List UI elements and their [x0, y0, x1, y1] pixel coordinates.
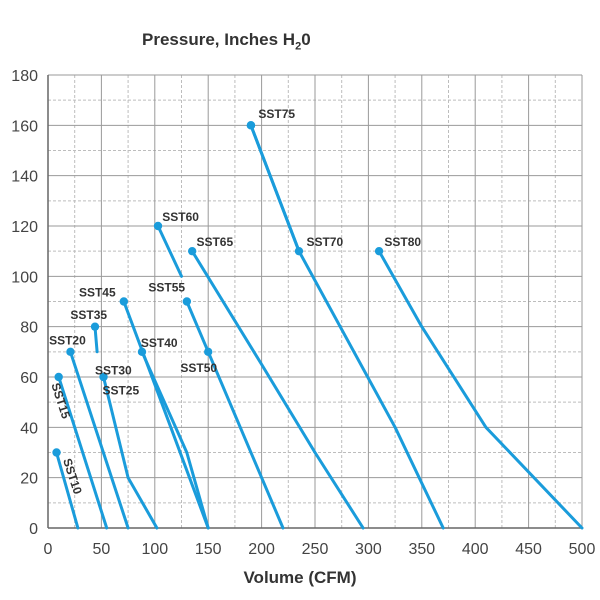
series-marker-sst25 — [99, 372, 108, 382]
x-tick-label: 400 — [462, 541, 489, 558]
y-tick-label: 100 — [11, 269, 38, 286]
series-label-sst65: SST65 — [196, 235, 233, 249]
series-line-sst45 — [156, 224, 183, 278]
series-lines — [52, 121, 584, 530]
series-marker-sst20 — [66, 347, 75, 357]
grid — [47, 74, 583, 529]
x-tick-label: 0 — [44, 541, 53, 558]
x-tick-label: 100 — [141, 541, 168, 558]
series-line-sst75 — [249, 123, 301, 253]
series-marker-sst40 — [119, 297, 129, 306]
series-label-sst55: SST55 — [148, 280, 185, 294]
series-label-sst30: SST30 — [95, 363, 132, 377]
series-line-sst65 — [297, 249, 445, 530]
axis-ticks: 0 50 100 150 200 250 300 350 400 450 500 0 20 40 60 80 1… — [11, 68, 595, 558]
series-label-sst75: SST75 — [258, 107, 295, 121]
x-tick-label: 450 — [515, 541, 542, 558]
series-line-sst55 — [185, 300, 210, 354]
series-label-sst15: SST15 — [48, 381, 73, 421]
series-marker-sst80 — [374, 246, 384, 256]
x-tick-label: 300 — [355, 541, 382, 558]
series-label-sst25: SST25 — [102, 384, 139, 398]
series-line-sst10 — [55, 451, 80, 530]
y-tick-label: 40 — [20, 420, 38, 437]
chart-title: Pressure, Inches H20 — [142, 30, 311, 53]
y-tick-label: 80 — [20, 320, 38, 337]
y-tick-label: 160 — [11, 118, 38, 135]
series-label-sst45: SST45 — [79, 285, 116, 299]
y-tick-label: 140 — [11, 169, 38, 186]
x-tick-label: 250 — [302, 541, 329, 558]
series-line-sst15 — [57, 375, 109, 530]
series-label-sst50: SST50 — [180, 361, 217, 375]
series-line-sst50 — [206, 350, 285, 530]
y-tick-label: 0 — [29, 521, 38, 538]
y-tick-label: 120 — [11, 219, 38, 236]
series-line-sst25 — [102, 375, 159, 530]
x-tick-label: 50 — [93, 541, 111, 558]
series-label-sst20: SST20 — [49, 333, 86, 347]
x-tick-label: 500 — [569, 541, 596, 558]
series-line-sst40 — [122, 300, 210, 530]
series-marker-sst10 — [52, 448, 61, 457]
series-label-sst60: SST60 — [162, 210, 199, 224]
series-marker-sst60 — [187, 246, 197, 256]
series-marker-sst30 — [90, 322, 100, 331]
x-tick-label: 150 — [195, 541, 222, 558]
series-label-sst40: SST40 — [141, 336, 178, 350]
series-line-sst80 — [377, 249, 584, 530]
series-line-sst60 — [190, 249, 365, 530]
x-axis-label: Volume (CFM) — [243, 568, 357, 587]
series-line-sst30 — [93, 325, 99, 354]
series-marker-sst55 — [182, 297, 192, 306]
series-label-sst35: SST35 — [70, 308, 107, 322]
y-tick-label: 20 — [20, 471, 38, 488]
x-tick-label: 200 — [248, 541, 275, 558]
y-tick-label: 180 — [11, 68, 38, 85]
series-line-sst20 — [68, 350, 130, 530]
series-label-sst70: SST70 — [306, 235, 343, 249]
series-marker-sst15 — [54, 372, 63, 382]
series-marker-sst45 — [153, 221, 163, 231]
series-label-sst80: SST80 — [384, 235, 421, 249]
series-marker-sst75 — [246, 121, 256, 130]
x-tick-label: 350 — [408, 541, 435, 558]
series-line-sst35 — [140, 350, 210, 530]
series-labels: SST75 SST60 SST65 SST70 SST80 SST55 SST45 SST35… — [48, 107, 421, 496]
y-tick-label: 60 — [20, 370, 38, 387]
